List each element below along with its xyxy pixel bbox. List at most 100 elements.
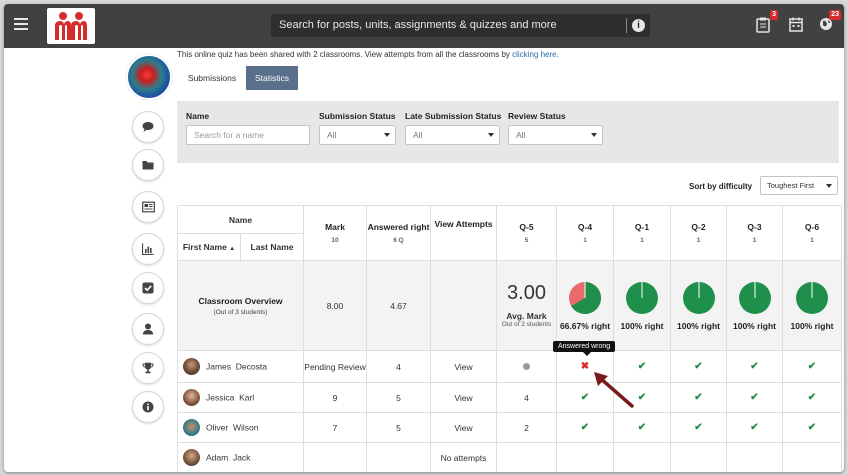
answer-cell[interactable]: ✔ — [726, 382, 783, 413]
answer-cell[interactable]: ✔ — [726, 412, 783, 443]
question-header[interactable]: Q-3 1 — [726, 205, 783, 261]
view-attempt-link[interactable]: View — [430, 412, 497, 443]
info-icon[interactable] — [132, 391, 164, 423]
first-name-header[interactable]: First Name ▲ — [177, 233, 241, 261]
student-last-name: Karl — [239, 392, 255, 403]
student-last-name: Decosta — [235, 361, 267, 372]
answered-header[interactable]: Answered right 6 Q — [366, 205, 431, 261]
chevron-down-icon — [384, 133, 390, 137]
overview-title-cell: Classroom Overview (Out of 3 students) — [177, 260, 304, 351]
search-divider — [626, 18, 627, 33]
question-header[interactable]: Q-4 1 — [556, 205, 614, 261]
mark-header[interactable]: Mark 10 — [303, 205, 367, 261]
question-pie-chart — [796, 281, 828, 314]
student-first-name: James — [206, 361, 232, 372]
answer-cell[interactable]: ✔ — [670, 350, 727, 383]
question-percent: 100% right — [733, 320, 776, 331]
question-header[interactable]: Q-1 1 — [613, 205, 671, 261]
question-label: Q-3 — [747, 222, 762, 232]
answer-cell[interactable]: ✔ — [613, 412, 671, 443]
logo[interactable] — [47, 8, 95, 44]
answer-cell[interactable]: ✔ — [556, 412, 614, 443]
avg-mark-subtitle: Out of 2 students — [501, 321, 552, 328]
answer-cell[interactable]: ✔ — [670, 382, 727, 413]
check-icon: ✔ — [750, 392, 759, 403]
student-last-name: Wilson — [232, 422, 259, 433]
chevron-down-icon — [488, 133, 494, 137]
notifications-badge: 23 — [829, 10, 841, 20]
view-attempts-label: View Attempts — [434, 219, 493, 229]
name-search-input[interactable]: Search for a name — [186, 125, 310, 145]
bar-chart-icon[interactable] — [132, 233, 164, 265]
student-name-cell: James Decosta — [177, 350, 304, 383]
late-submission-select[interactable]: All — [405, 125, 500, 145]
tab-submissions[interactable]: Submissions — [187, 73, 237, 83]
view-attempt-link[interactable]: View — [430, 350, 497, 383]
question-stat-cell: 66.67% right — [556, 260, 614, 351]
cross-icon[interactable]: ✖ — [580, 361, 590, 372]
answer-cell[interactable]: ✔ — [782, 350, 842, 383]
question-points: 1 — [752, 237, 757, 244]
check-icon: ✔ — [637, 422, 647, 433]
last-name-header[interactable]: Last Name — [240, 233, 304, 261]
question-header[interactable]: Q-6 1 — [782, 205, 842, 261]
check-icon: ✔ — [807, 361, 817, 372]
answer-cell[interactable]: ✔ — [782, 382, 842, 413]
answer-cell — [670, 442, 727, 472]
table-row[interactable]: Oliver Wilson 7 5 View 2 ✔ ✔ ✔ ✔ ✔ — [177, 412, 842, 443]
view-attempt-link[interactable]: View — [430, 382, 497, 413]
question-header[interactable]: Q-2 1 — [670, 205, 727, 261]
table-row[interactable]: James Decosta Pending Review 4 View ✖ ✔ … — [177, 350, 842, 383]
question-pie-chart — [682, 281, 715, 314]
name-filter-label: Name — [186, 111, 210, 121]
student-avatar — [183, 449, 200, 466]
app-window: Search for posts, units, assignments & q… — [4, 4, 844, 472]
pie-slice-right — [571, 281, 601, 314]
student-avatar — [183, 389, 200, 406]
filters-panel: Name Search for a name Submission Status… — [177, 101, 839, 163]
checkbox-icon[interactable] — [132, 272, 164, 304]
table-row[interactable]: Jessica Karl 9 5 View 4 ✔ ✔ ✔ ✔ ✔ — [177, 382, 842, 413]
table-row[interactable]: Adam Jack No attempts — [177, 442, 842, 472]
question-points: 1 — [696, 237, 701, 244]
student-last-name: Jack — [232, 452, 251, 463]
tab-statistics[interactable]: Statistics — [246, 66, 298, 90]
comment-icon[interactable] — [132, 111, 164, 143]
globe-icon[interactable]: 23 — [819, 10, 841, 33]
student-first-name: Jessica — [206, 392, 235, 403]
submission-status-label: Submission Status — [319, 111, 396, 121]
question-label: Q-5 — [519, 222, 534, 232]
question-label: Q-1 — [634, 222, 650, 232]
answer-cell[interactable]: ✔ — [726, 350, 783, 383]
view-attempts-header: View Attempts — [430, 205, 497, 261]
question-stat-cell: 100% right — [782, 260, 842, 351]
question-percent: 100% right — [790, 320, 834, 331]
user-icon[interactable] — [132, 313, 164, 345]
student-first-name: Oliver — [206, 422, 229, 433]
newspaper-icon[interactable] — [132, 191, 164, 223]
statistics-table: Name Mark 10 Answered right 6 Q View Attem… — [177, 205, 842, 472]
check-icon: ✔ — [637, 361, 647, 372]
clicking-here-link[interactable]: clicking here. — [512, 50, 559, 59]
overview-mark: 8.00 — [303, 260, 367, 351]
student-name-cell: Jessica Karl — [177, 382, 304, 413]
search-input[interactable]: Search for posts, units, assignments & q… — [271, 14, 650, 37]
calendar-icon[interactable] — [789, 17, 805, 33]
answer-cell[interactable]: ✔ — [782, 412, 842, 443]
sort-select[interactable]: Toughest First — [760, 176, 838, 195]
header-row: Name Mark 10 Answered right 6 Q View Attem… — [177, 205, 842, 261]
student-mark: Pending Review — [303, 350, 367, 383]
question-stat-cell: 100% right — [613, 260, 671, 351]
folder-icon[interactable] — [132, 149, 164, 181]
clipboard-icon[interactable]: 3 — [756, 10, 778, 33]
review-status-select[interactable]: All — [508, 125, 603, 145]
question-points: 1 — [640, 237, 644, 244]
avatar[interactable] — [126, 54, 172, 100]
answer-cell[interactable]: ✔ — [670, 412, 727, 443]
menu-icon[interactable] — [14, 18, 28, 32]
question-header[interactable]: Q-5 5 — [496, 205, 557, 261]
info-icon[interactable]: i — [632, 19, 645, 32]
submission-status-select[interactable]: All — [319, 125, 396, 145]
student-mark[interactable]: 9 — [303, 382, 367, 413]
trophy-icon[interactable] — [132, 352, 164, 384]
